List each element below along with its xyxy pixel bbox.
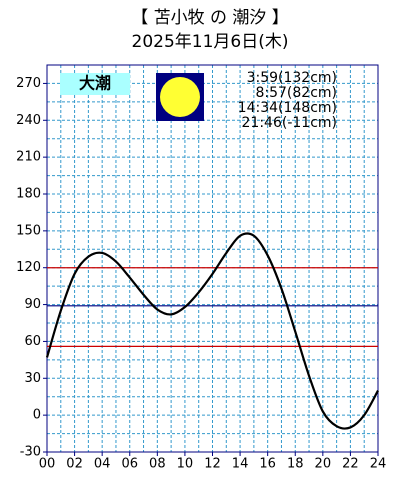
y-tick-label: 240 [16, 113, 41, 128]
y-tick-label: 180 [16, 187, 41, 202]
x-tick-label: 18 [287, 457, 304, 472]
grid [46, 65, 379, 453]
x-tick-label: 20 [315, 457, 332, 472]
x-tick-label: 00 [39, 457, 56, 472]
x-tick-label: 16 [259, 457, 276, 472]
moon-icon [160, 77, 200, 117]
y-tick-label: 0 [33, 408, 41, 423]
x-tick-label: 02 [66, 457, 83, 472]
tide-curve [45, 232, 379, 430]
y-tick-label: 150 [16, 223, 41, 238]
x-tick-label: 12 [204, 457, 221, 472]
tide-time: 14:34(148cm) [238, 100, 337, 116]
x-tick-label: 06 [121, 457, 138, 472]
x-tick-label: 22 [342, 457, 359, 472]
x-tick-label: 04 [94, 457, 111, 472]
x-tick-label: 24 [370, 457, 387, 472]
tide-type-box [60, 73, 130, 95]
y-tick-label: 120 [16, 260, 41, 275]
y-tick-label: 30 [24, 371, 41, 386]
y-tick-label: 60 [24, 334, 41, 349]
y-tick-label: 210 [16, 150, 41, 165]
x-tick-label: 08 [149, 457, 166, 472]
y-tick-label: -30 [20, 445, 41, 460]
tide-time: 3:59(132cm) [247, 70, 337, 86]
x-tick-label: 14 [232, 457, 249, 472]
chart-title: 【 苫小牧 の 潮汐 】 [131, 8, 289, 28]
tide-info: 3:59(132cm)8:57(82cm)14:34(148cm)21:46(-… [238, 70, 337, 131]
chart-subtitle: 2025年11月6日(木) [132, 32, 289, 52]
tide-time: 8:57(82cm) [255, 85, 337, 101]
y-tick-label: 90 [24, 297, 41, 312]
x-tick-label: 10 [177, 457, 194, 472]
tide-type: 大潮 [79, 74, 111, 93]
tide-time: 21:46(-11cm) [242, 115, 337, 131]
y-tick-label: 270 [16, 76, 41, 91]
